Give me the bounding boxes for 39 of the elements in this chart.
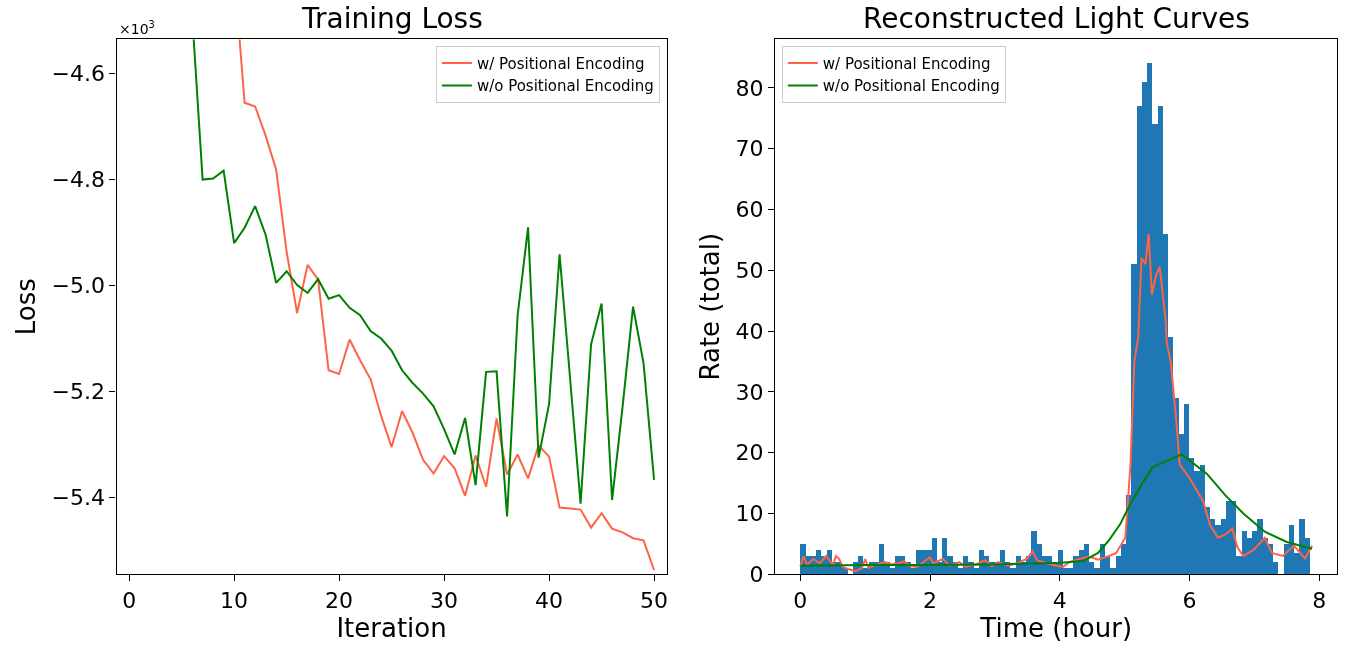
- chart-title: Training Loss: [301, 2, 483, 35]
- x-tick-label: 2: [923, 587, 938, 613]
- x-tick-label: 4: [1052, 587, 1067, 613]
- y-tick-label: 10: [735, 501, 764, 527]
- y-tick-label: 50: [735, 257, 764, 283]
- y-tick-label: 40: [735, 318, 764, 344]
- x-tick-label: 30: [430, 587, 459, 613]
- x-tick-label: 10: [220, 587, 249, 613]
- y-axis-title: Loss: [11, 278, 42, 336]
- y-tick-label: 80: [735, 75, 764, 101]
- line-series: [192, 39, 656, 518]
- x-tick-label: 8: [1312, 587, 1327, 613]
- y-tick-label: 30: [735, 379, 764, 405]
- y-tick-label: −5.2: [51, 379, 106, 405]
- y-tick-label: 70: [735, 136, 764, 162]
- legend-label: w/ Positional Encoding: [476, 54, 645, 73]
- y-tick-label: 20: [735, 440, 764, 466]
- legend-label: w/o Positional Encoding: [822, 77, 1000, 96]
- y-tick-label: −4.8: [51, 167, 106, 193]
- y-axis-title: Rate (total): [694, 232, 725, 381]
- x-tick-label: 40: [535, 587, 564, 613]
- x-axis-title: Time (hour): [979, 612, 1133, 643]
- legend-label: w/ Positional Encoding: [822, 54, 991, 73]
- legend-label: w/o Positional Encoding: [476, 77, 654, 96]
- chart-title: Reconstructed Light Curves: [863, 2, 1250, 35]
- y-tick-label: 0: [749, 561, 764, 587]
- line-series: [799, 232, 1314, 573]
- x-axis-title: Iteration: [336, 612, 447, 643]
- y-tick-label: −5.4: [51, 485, 106, 511]
- y-tick-label: 60: [735, 197, 764, 223]
- x-tick-label: 20: [325, 587, 354, 613]
- y-tick-label: −4.6: [51, 61, 106, 87]
- x-tick-label: 0: [122, 587, 137, 613]
- text: ×10$^{3}$: [119, 19, 155, 37]
- x-tick-label: 6: [1182, 587, 1197, 613]
- x-tick-label: 0: [793, 587, 808, 613]
- y-tick-label: −5.0: [51, 273, 106, 299]
- x-tick-label: 50: [640, 587, 669, 613]
- line-series: [238, 39, 656, 571]
